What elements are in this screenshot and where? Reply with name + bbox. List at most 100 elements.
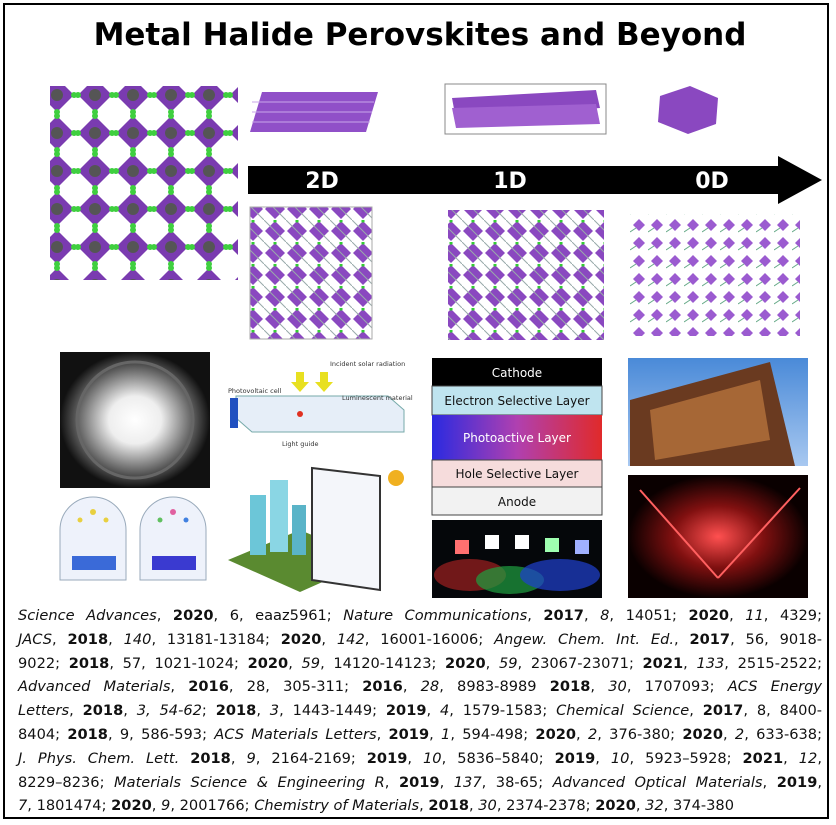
reference-text: , — [170, 678, 189, 696]
layer-label: Photoactive Layer — [463, 431, 571, 445]
reference-text: Advanced Materials — [18, 678, 171, 696]
reference-text: J. Phys. Chem. Lett. — [18, 749, 180, 767]
reference-text: 2019 — [366, 749, 408, 767]
reference-text: 2018 — [67, 725, 108, 743]
reference-text: 59 — [498, 654, 518, 672]
reference-text: , — [590, 678, 609, 696]
reference-text: 2021 — [742, 749, 784, 767]
reference-text: 2018 — [68, 654, 110, 672]
reference-text: , 38-65; — [481, 773, 553, 791]
reference-text: Chemistry of Materials — [254, 797, 420, 815]
reference-text: 2020 — [111, 797, 152, 815]
structure-1d — [448, 210, 604, 340]
reference-text: , — [69, 702, 83, 720]
reference-text: , 5923–5928; — [629, 749, 743, 767]
reference-text: , 14051; — [609, 607, 689, 624]
reference-text: 3 — [269, 702, 280, 720]
reference-text: 2020 — [682, 725, 723, 743]
reference-text: , — [123, 702, 137, 720]
dimension-label: 2D — [305, 169, 339, 194]
reference-text: 8 — [600, 607, 610, 624]
reference-text: , — [402, 678, 421, 696]
frame — [3, 3, 829, 819]
reference-text: ACS Materials Letters — [214, 725, 377, 743]
reference-text: , 28, 305-311; — [228, 678, 363, 696]
reference-text: 2021 — [642, 654, 684, 672]
reference-text: , 5836–5840; — [441, 749, 555, 767]
reference-text: , — [384, 773, 399, 791]
reference-text: 2018 — [215, 702, 257, 720]
reference-text: 30 — [478, 797, 497, 815]
reference-text: 3, 54-62 — [136, 702, 202, 720]
reference-text: , 4329; — [763, 607, 823, 624]
reference-text: , — [108, 630, 124, 648]
reference-text: , — [729, 607, 746, 624]
references: Science Advances, 2020, 6, eaaz5961; Nat… — [18, 604, 822, 818]
reference-text: , — [762, 773, 777, 791]
laser-photo — [628, 475, 808, 598]
reference-text: 9022; — [18, 654, 69, 672]
reference-text: 8229–8236; — [18, 773, 115, 791]
reference-text: , — [576, 725, 588, 743]
reference-text: , 14120-14123; — [320, 654, 446, 672]
reference-text: 59 — [301, 654, 321, 672]
diagram-label: Luminescent material — [342, 394, 413, 402]
reference-text: Materials Science & Engineering R — [114, 773, 385, 791]
reference-text: 7 — [18, 797, 28, 815]
title: Metal Halide Perovskites and Beyond — [94, 17, 747, 53]
reference-text: , — [468, 797, 479, 815]
reference-text: , 1801474; — [27, 797, 112, 815]
reference-text: , — [256, 702, 270, 720]
reference-text: Science Advances — [18, 607, 157, 624]
reference-text: Advanced Optical Materials — [552, 773, 763, 791]
reference-text: , — [288, 654, 302, 672]
structure-0d — [628, 214, 800, 336]
reference-text: , 1707093; — [626, 678, 728, 696]
reference-text: 2020 — [595, 797, 636, 815]
structure-2d — [249, 206, 373, 340]
reference-line: Science Advances, 2020, 6, eaaz5961; Nat… — [18, 604, 822, 628]
reference-text: 10 — [610, 749, 630, 767]
reference-text: 137 — [453, 773, 482, 791]
layers-2d — [250, 92, 378, 132]
reference-text: , 594-498; — [450, 725, 536, 743]
reference-text: Nature Communications — [343, 607, 528, 624]
lattice-3d — [50, 86, 238, 280]
reference-text: 2020 — [688, 607, 730, 624]
reference-text: Letters — [18, 702, 70, 720]
reference-text: 2018 — [549, 678, 591, 696]
layer-label: Hole Selective Layer — [455, 467, 578, 481]
reference-text: 2018 — [67, 630, 109, 648]
reference-text: 140 — [123, 630, 152, 648]
reference-text: , 6, eaaz5961; — [213, 607, 344, 624]
reference-text: 2 — [587, 725, 598, 743]
reference-text: 8404; — [18, 725, 68, 743]
reference-text: 2017 — [689, 630, 731, 648]
reference-text: 142 — [336, 630, 365, 648]
reference-line: JACS, 2018, 140, 13181-13184; 2020, 142,… — [18, 628, 822, 652]
reference-text: , — [52, 630, 68, 648]
reference-line: J. Phys. Chem. Lett. 2018, 9, 2164-2169;… — [18, 747, 822, 771]
reference-text: , — [407, 749, 424, 767]
reference-text: 4 — [440, 702, 450, 720]
reference-text: 2020 — [172, 607, 214, 624]
reference-text: , — [439, 773, 454, 791]
reference-text: , 1579-1583; — [449, 702, 557, 720]
reference-text: , — [683, 654, 697, 672]
reference-text: , 2164-2169; — [255, 749, 367, 767]
reference-text: , — [674, 630, 690, 648]
reference-text: 30 — [608, 678, 627, 696]
reference-text: , 1443-1449; — [279, 702, 386, 720]
reference-text: 2019 — [398, 773, 440, 791]
reference-text: 12 — [798, 749, 818, 767]
reference-text: , — [635, 797, 646, 815]
reference-text: Chemical Science — [556, 702, 690, 720]
reference-line: 8404; 2018, 9, 586-593; ACS Materials Le… — [18, 723, 822, 747]
device-stack: Cathode Electron Selective Layer Photoac… — [431, 358, 603, 516]
reference-text: , — [156, 607, 173, 624]
reference-text: 10 — [423, 749, 442, 767]
reference-text: , — [426, 702, 440, 720]
layer-label: Electron Selective Layer — [444, 394, 589, 408]
reference-text: , — [583, 607, 601, 624]
led-illustration — [59, 496, 207, 581]
